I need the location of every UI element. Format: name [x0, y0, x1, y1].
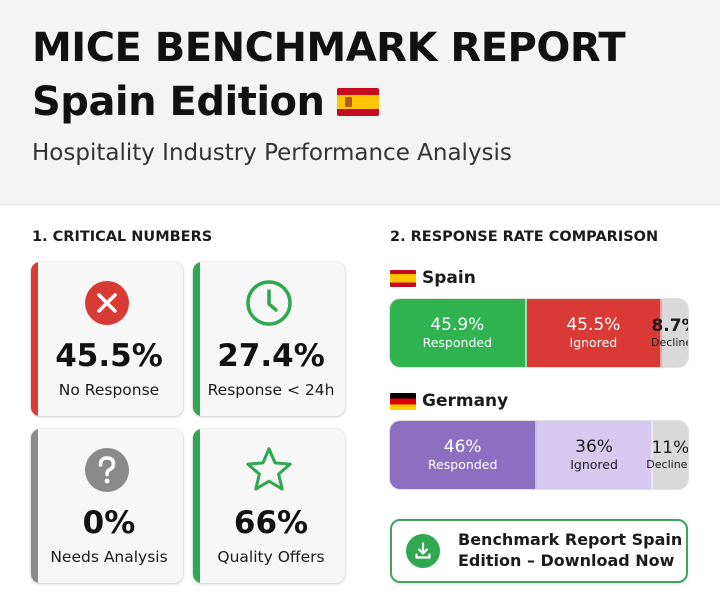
segment-pct: 46%	[443, 436, 482, 457]
download-report-button[interactable]: Benchmark Report Spain Edition – Downloa…	[390, 519, 688, 583]
card-accent-bar	[31, 262, 38, 416]
card-needs-analysis: 0% Needs Analysis	[31, 429, 183, 583]
country-name: Germany	[422, 391, 509, 411]
report-header: MICE BENCHMARK REPORT Spain Edition Hosp…	[0, 0, 720, 205]
card-label: Needs Analysis	[50, 548, 168, 566]
report-subtitle: Hospitality Industry Performance Analysi…	[32, 140, 512, 166]
card-quality-offers: 66% Quality Offers	[193, 429, 345, 583]
download-button-label: Benchmark Report Spain Edition – Downloa…	[458, 530, 682, 572]
segment-label: Declined	[650, 336, 688, 350]
card-value: 45.5%	[55, 338, 163, 374]
segment-responded: 45.9% Responded	[390, 299, 527, 367]
response-bar-germany: 46% Responded 36% Ignored 11% Declined	[390, 421, 688, 489]
card-label: No Response	[58, 381, 160, 399]
download-label-line1: Benchmark Report Spain	[458, 530, 683, 550]
segment-ignored: 36% Ignored	[537, 421, 653, 489]
card-label: Quality Offers	[217, 548, 325, 566]
response-bar-spain: 45.9% Responded 45.5% Ignored 8.7% Decli…	[390, 299, 688, 367]
spain-flag-icon	[390, 269, 416, 287]
germany-flag-icon	[390, 392, 416, 410]
country-name: Spain	[422, 268, 476, 288]
card-response-24h: 27.4% Response < 24h	[193, 262, 345, 416]
segment-pct: 8.7%	[651, 315, 688, 336]
report-title-line1: MICE BENCHMARK REPORT	[32, 25, 626, 71]
star-icon	[244, 445, 294, 495]
segment-responded: 46% Responded	[390, 421, 538, 489]
segment-pct: 45.9%	[430, 314, 485, 335]
card-accent-bar	[31, 429, 38, 583]
segment-label: Declined	[646, 458, 688, 472]
question-circle-icon	[82, 445, 132, 495]
clock-icon	[244, 278, 294, 328]
card-no-response: 45.5% No Response	[31, 262, 183, 416]
segment-declined: 11% Declined	[646, 421, 688, 489]
spain-flag-icon	[336, 88, 379, 116]
segment-label: Ignored	[569, 335, 618, 351]
card-label: Response < 24h	[207, 381, 335, 399]
segment-pct: 36%	[575, 436, 613, 457]
segment-label: Responded	[422, 335, 493, 351]
download-icon	[406, 534, 440, 568]
critical-numbers-title: 1. CRITICAL NUMBERS	[32, 229, 213, 245]
segment-declined: 8.7% Declined	[651, 299, 688, 367]
card-value: 0%	[82, 505, 136, 541]
segment-label: Responded	[427, 457, 498, 473]
download-label-line2: Edition – Download Now	[458, 551, 675, 570]
card-value: 66%	[233, 505, 309, 541]
response-comparison-title: 2. RESPONSE RATE COMPARISON	[390, 229, 659, 245]
country-label-germany: Germany	[390, 391, 508, 411]
country-label-spain: Spain	[390, 268, 476, 288]
segment-label: Ignored	[570, 457, 618, 473]
x-circle-icon	[82, 278, 132, 328]
card-accent-bar	[193, 262, 200, 416]
card-accent-bar	[193, 429, 200, 583]
segment-pct: 11%	[651, 437, 688, 458]
report-title-line2: Spain Edition	[32, 82, 379, 122]
segment-ignored: 45.5% Ignored	[526, 299, 663, 367]
card-value: 27.4%	[217, 338, 325, 374]
segment-pct: 45.5%	[566, 314, 621, 335]
report-title-edition: Spain Edition	[32, 79, 325, 125]
